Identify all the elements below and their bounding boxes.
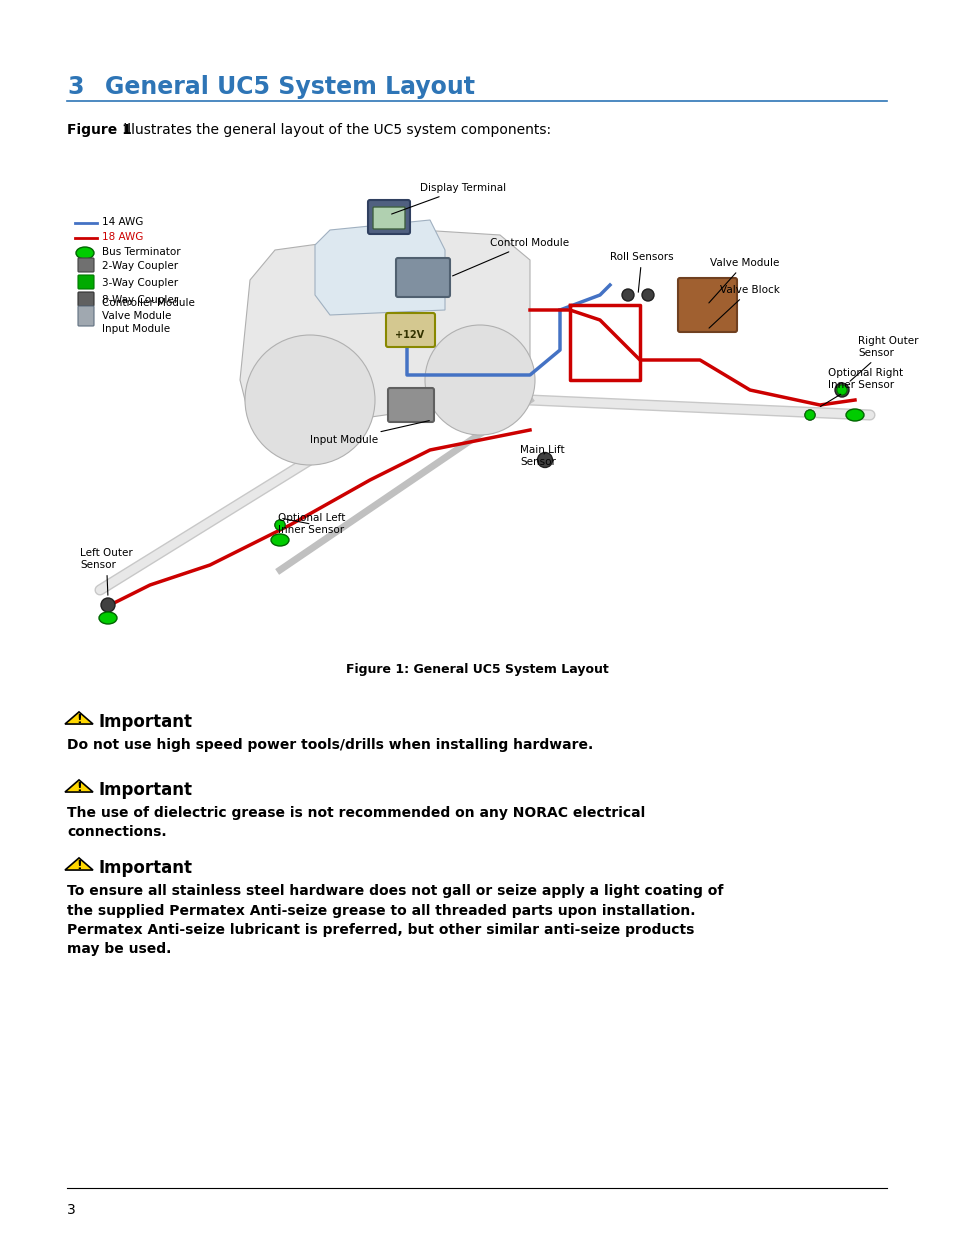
Text: Important: Important	[99, 713, 193, 731]
Text: Optional Left
Inner Sensor: Optional Left Inner Sensor	[277, 514, 345, 535]
Text: !: !	[76, 714, 82, 726]
Text: Left Outer
Sensor: Left Outer Sensor	[80, 548, 132, 595]
Circle shape	[621, 289, 634, 301]
FancyBboxPatch shape	[368, 200, 410, 233]
FancyBboxPatch shape	[78, 291, 94, 306]
Circle shape	[834, 383, 848, 396]
Circle shape	[101, 598, 115, 613]
Text: !: !	[76, 782, 82, 794]
Circle shape	[641, 289, 654, 301]
Text: Display Terminal: Display Terminal	[391, 183, 506, 214]
Text: 14 AWG: 14 AWG	[102, 217, 143, 227]
FancyBboxPatch shape	[78, 275, 94, 289]
FancyBboxPatch shape	[78, 258, 94, 272]
Circle shape	[537, 452, 552, 468]
Text: Figure 1: General UC5 System Layout: Figure 1: General UC5 System Layout	[345, 663, 608, 676]
Text: Controller Module
Valve Module
Input Module: Controller Module Valve Module Input Mod…	[102, 298, 194, 335]
Text: 2-Way Coupler: 2-Way Coupler	[102, 261, 178, 270]
Text: General UC5 System Layout: General UC5 System Layout	[105, 75, 475, 99]
Text: Optional Right
Inner Sensor: Optional Right Inner Sensor	[820, 368, 902, 406]
Text: 3: 3	[67, 75, 84, 99]
Text: 3: 3	[67, 1203, 75, 1216]
Text: Figure 1: Figure 1	[67, 124, 132, 137]
Ellipse shape	[845, 409, 863, 421]
FancyBboxPatch shape	[388, 388, 434, 422]
Text: Valve Module: Valve Module	[708, 258, 779, 303]
Text: 18 AWG: 18 AWG	[102, 232, 143, 242]
Text: Do not use high speed power tools/drills when installing hardware.: Do not use high speed power tools/drills…	[67, 739, 593, 752]
Text: Control Module: Control Module	[452, 238, 569, 275]
Circle shape	[424, 325, 535, 435]
Circle shape	[836, 385, 846, 395]
Ellipse shape	[271, 534, 289, 546]
FancyBboxPatch shape	[373, 207, 405, 228]
Text: Main Lift
Sensor: Main Lift Sensor	[519, 446, 564, 467]
Text: To ensure all stainless steel hardware does not gall or seize apply a light coat: To ensure all stainless steel hardware d…	[67, 884, 722, 956]
FancyBboxPatch shape	[678, 278, 737, 332]
Ellipse shape	[76, 247, 94, 259]
Circle shape	[804, 410, 814, 420]
Text: 3-Way Coupler: 3-Way Coupler	[102, 278, 178, 288]
Text: Roll Sensors: Roll Sensors	[609, 252, 673, 293]
Circle shape	[245, 335, 375, 466]
Polygon shape	[240, 230, 530, 430]
Text: !: !	[76, 860, 82, 872]
Text: 8-Way Coupler: 8-Way Coupler	[102, 295, 178, 305]
Polygon shape	[65, 781, 92, 792]
Circle shape	[274, 520, 285, 530]
FancyBboxPatch shape	[78, 306, 94, 326]
Ellipse shape	[99, 613, 117, 624]
Text: Bus Terminator: Bus Terminator	[102, 247, 180, 257]
Text: +12V: +12V	[395, 330, 424, 340]
Polygon shape	[314, 220, 444, 315]
Text: Important: Important	[99, 860, 193, 877]
Polygon shape	[65, 711, 92, 724]
Text: illustrates the general layout of the UC5 system components:: illustrates the general layout of the UC…	[119, 124, 551, 137]
Polygon shape	[65, 858, 92, 869]
Text: Input Module: Input Module	[310, 421, 429, 445]
Text: The use of dielectric grease is not recommended on any NORAC electrical
connecti: The use of dielectric grease is not reco…	[67, 806, 644, 840]
FancyBboxPatch shape	[395, 258, 450, 296]
Text: Right Outer
Sensor: Right Outer Sensor	[849, 336, 918, 382]
Circle shape	[804, 410, 814, 420]
Text: Important: Important	[99, 781, 193, 799]
FancyBboxPatch shape	[386, 312, 435, 347]
Text: Valve Block: Valve Block	[708, 285, 779, 329]
Circle shape	[274, 520, 285, 530]
